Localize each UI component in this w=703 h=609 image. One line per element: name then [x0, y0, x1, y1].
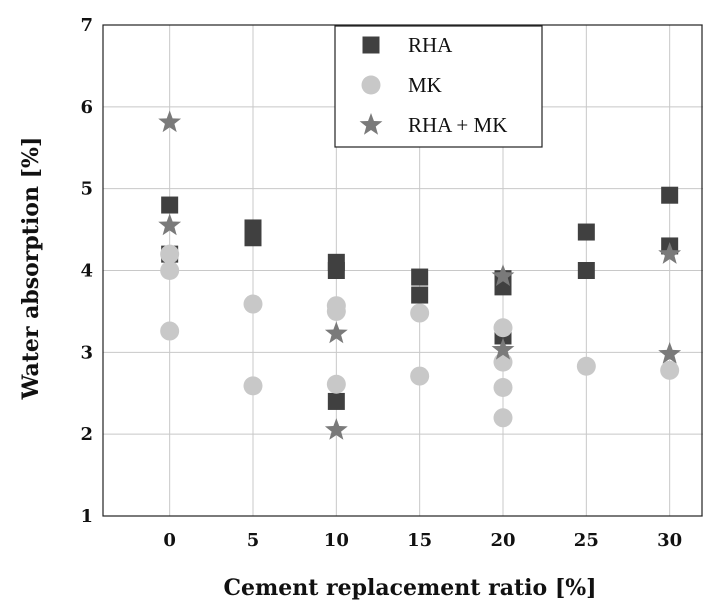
y-tick-label: 7 — [80, 15, 93, 36]
data-point-star — [158, 110, 182, 133]
y-tick-label: 3 — [80, 342, 93, 363]
data-point-circle — [160, 244, 180, 264]
y-tick-label: 4 — [80, 261, 93, 282]
x-axis-title: Cement replacement ratio [%] — [223, 575, 596, 601]
legend-marker-circle — [361, 75, 381, 95]
data-point-star — [491, 264, 515, 286]
data-point-circle — [160, 321, 180, 341]
data-point-circle — [160, 261, 180, 280]
data-point-square — [161, 196, 179, 214]
x-tick-label: 5 — [247, 530, 260, 551]
data-point-square — [577, 223, 595, 241]
data-point-square — [327, 262, 345, 279]
data-point-circle — [326, 374, 346, 394]
plot-frame — [102, 24, 703, 517]
legend-marker-square — [362, 36, 380, 54]
data-point-circle — [576, 356, 596, 376]
legend-label: RHA — [408, 33, 453, 57]
x-axis-ticks: 0 5 10 15 20 25 30 — [163, 530, 682, 551]
x-tick-label: 0 — [163, 530, 176, 551]
data-point-star — [324, 418, 348, 440]
x-tick-label: 20 — [490, 530, 515, 551]
data-point-square — [661, 186, 679, 204]
data-point-circle — [326, 301, 346, 321]
data-point-square — [411, 286, 429, 304]
data-point-star — [491, 337, 515, 360]
y-tick-label: 1 — [80, 506, 93, 527]
legend: RHA MK RHA + MK — [334, 25, 543, 148]
data-point-circle — [493, 378, 513, 398]
data-points — [158, 110, 682, 440]
data-point-circle — [243, 294, 263, 314]
data-point-circle — [493, 408, 513, 428]
data-point-square — [411, 268, 429, 286]
data-point-star — [658, 341, 682, 364]
y-axis-ticks: 1 2 3 4 5 6 7 — [80, 15, 93, 527]
data-point-circle — [493, 318, 513, 338]
legend-label: RHA + MK — [408, 113, 507, 137]
data-point-circle — [493, 352, 513, 372]
data-point-star — [324, 321, 348, 344]
y-tick-label: 5 — [80, 179, 93, 200]
y-tick-label: 6 — [80, 97, 93, 118]
data-point-square — [327, 392, 345, 410]
legend-marker-star — [359, 113, 383, 135]
data-point-circle — [660, 360, 680, 380]
data-point-square — [244, 229, 262, 247]
x-tick-label: 15 — [407, 530, 432, 551]
data-point-circle — [243, 376, 263, 396]
x-tick-label: 30 — [657, 530, 682, 551]
y-tick-label: 2 — [80, 424, 93, 445]
data-point-square — [577, 262, 595, 279]
data-point-star — [658, 242, 682, 264]
data-point-star — [158, 213, 182, 236]
data-point-circle — [410, 366, 430, 386]
x-tick-label: 25 — [574, 530, 599, 551]
data-point-circle — [410, 303, 430, 323]
legend-label: MK — [408, 73, 442, 97]
y-axis-title: Water absorption [%] — [18, 137, 44, 401]
x-tick-label: 10 — [324, 530, 349, 551]
